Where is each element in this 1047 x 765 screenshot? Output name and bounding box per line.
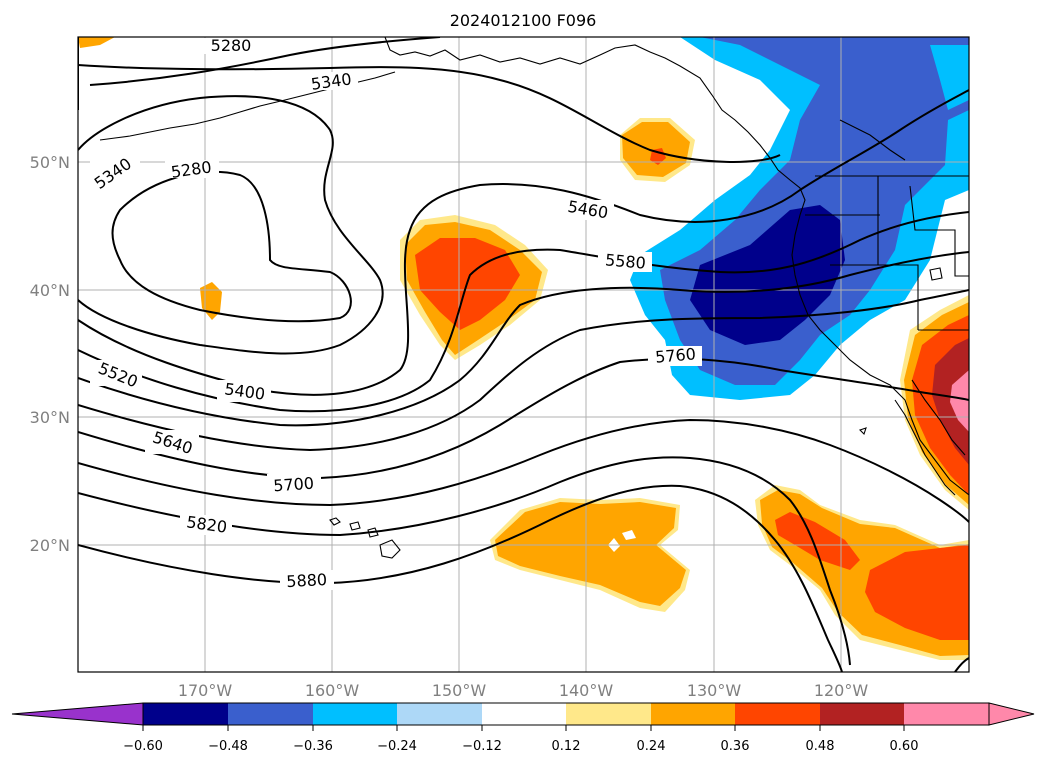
coastlines [99,37,969,559]
lat-label: 20°N [30,536,70,555]
contour-labels [90,38,702,590]
lat-label: 30°N [30,408,70,427]
colorbar-tick-label: −0.12 [462,739,502,754]
height-contours [78,37,969,672]
colorbar-extend-low [11,702,144,726]
lon-label: 160°W [305,681,360,700]
colorbar-tick-label: 0.24 [637,739,666,754]
colorbar-tick-label: 0.12 [552,739,581,754]
colorbar-tick-label: −0.60 [123,739,163,754]
contour-label: 5280 [211,36,252,55]
colorbar-segment [735,703,820,725]
lon-label: 120°W [814,681,869,700]
colorbar-segment [143,703,228,725]
map-title: 2024012100 F096 [450,11,597,30]
colorbar-tick-label: 0.36 [721,739,750,754]
colorbar-segment [228,703,313,725]
map-frame [77,36,970,673]
colorbar-tick-label: −0.24 [377,739,417,754]
lon-label: 140°W [559,681,614,700]
colorbar-extend-high [988,702,1035,726]
colorbar-tick-label: 0.60 [890,739,919,754]
colorbar-segment [904,703,989,725]
lon-label: 130°W [687,681,742,700]
colorbar-ticks [142,725,905,731]
colorbar-segment [651,703,735,725]
contour-label: 5580 [604,250,646,272]
contour-label: 5880 [286,570,328,591]
colorbar-segment [482,703,566,725]
latitude-labels: 50°N 40°N 30°N 20°N [30,153,70,555]
map-panel: 5280 5340 5340 5280 5460 5580 5760 5520 … [78,36,969,672]
contour-label: 5700 [273,474,315,496]
gridlines [78,37,969,672]
colorbar-segment [397,703,482,725]
colorbar: −0.60 −0.48 −0.36 −0.24 −0.12 0.12 0.24 … [11,702,1035,754]
lat-label: 50°N [30,153,70,172]
colorbar-segment [566,703,651,725]
colorbar-segment [313,703,397,725]
lat-label: 40°N [30,281,70,300]
lon-label: 150°W [432,681,487,700]
colorbar-tick-label: −0.48 [208,739,248,754]
colorbar-tick-label: 0.48 [806,739,835,754]
colorbar-segment [820,703,904,725]
lon-label: 170°W [178,681,233,700]
longitude-labels: 170°W 160°W 150°W 140°W 130°W 120°W [178,681,869,700]
colorbar-tick-label: −0.36 [293,739,333,754]
contour-label: 5760 [654,344,696,366]
